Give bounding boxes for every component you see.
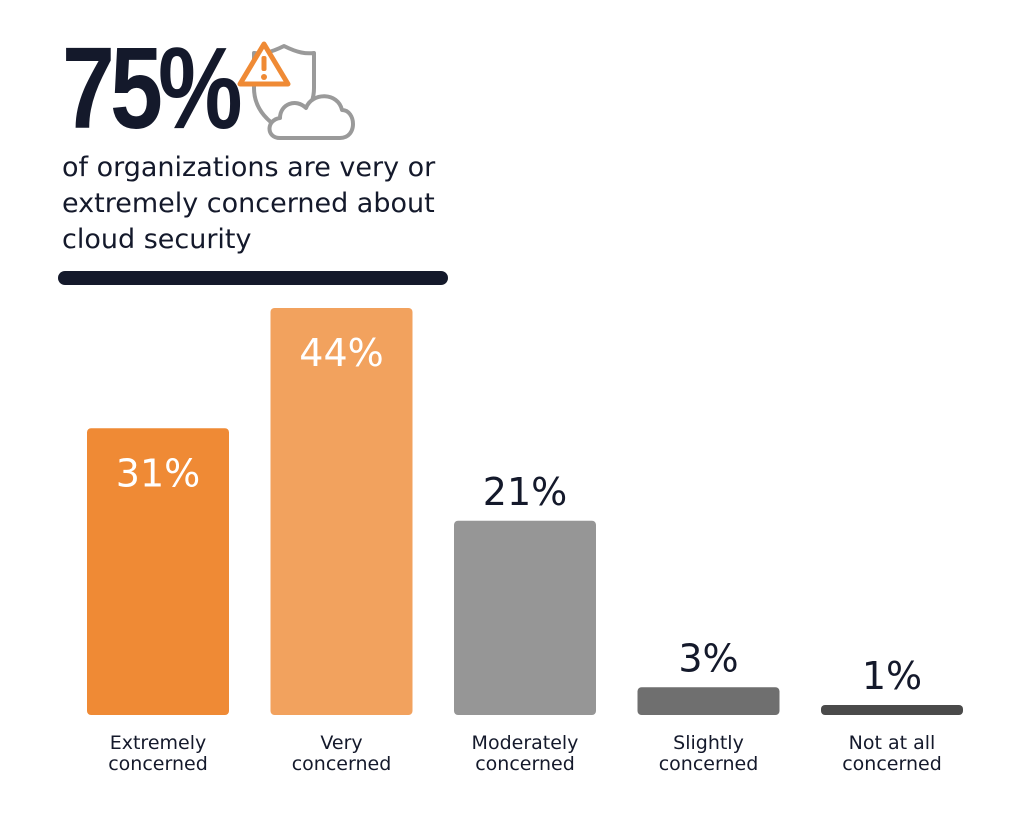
bar-value-label-4: 1% (862, 654, 922, 698)
bar-value-label-2: 21% (483, 470, 567, 514)
category-label-1-line-1: concerned (292, 753, 392, 775)
category-label-3-line-0: Slightly (673, 732, 744, 754)
warning-icon (237, 41, 291, 87)
category-label-3-line-1: concerned (659, 753, 759, 775)
cloud-security-icon-group (236, 40, 360, 144)
cloud-icon (267, 94, 355, 140)
headline-subtitle: of organizations are very or extremely c… (62, 152, 436, 255)
category-label-2-line-1: concerned (475, 753, 575, 775)
category-label-1-line-0: Very (320, 732, 362, 754)
bar-0 (87, 428, 229, 715)
bar-3 (637, 687, 780, 715)
divider-bar (58, 271, 448, 285)
category-label-4-line-1: concerned (842, 753, 942, 775)
category-label-0-line-1: concerned (108, 753, 208, 775)
category-label-2-line-0: Moderately (472, 732, 579, 754)
category-label-0-line-0: Extremely (110, 732, 207, 754)
bar-4 (821, 705, 963, 715)
bar-2 (454, 520, 596, 715)
headline-stat: 75% (62, 23, 243, 153)
bar-value-label-1: 44% (299, 331, 383, 375)
category-label-4-line-0: Not at all (849, 732, 936, 754)
bar-value-label-3: 3% (678, 636, 738, 680)
bar-1 (270, 308, 413, 715)
bar-value-label-0: 31% (116, 451, 200, 495)
